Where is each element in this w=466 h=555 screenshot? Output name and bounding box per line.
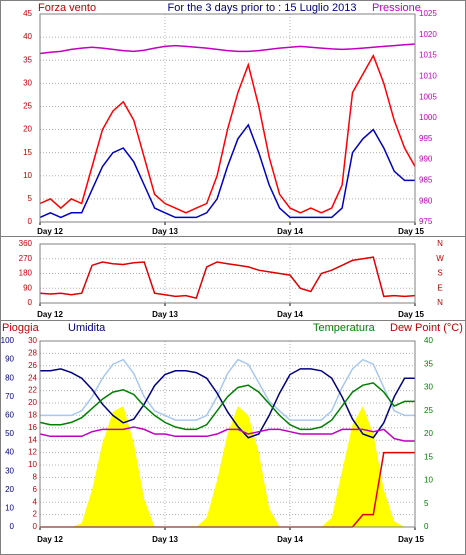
x-tick-label: Day 14: [277, 535, 303, 544]
y-tick-label: 30: [23, 78, 32, 87]
y-tick-label: 18: [28, 411, 37, 420]
x-tick-label: Day 12: [37, 535, 63, 544]
y2-tick-label: 985: [419, 176, 433, 185]
legend-entry: Temperatura: [313, 322, 376, 334]
legend-entry: Umidita: [68, 322, 106, 334]
y-tick-label: 0: [28, 298, 33, 307]
y3-tick-label: 100: [1, 336, 15, 345]
y-tick-label: 20: [23, 125, 32, 134]
area: [40, 406, 415, 527]
y-tick-label: 12: [28, 448, 37, 457]
x-tick-label: Day 12: [37, 227, 63, 236]
y2-tick-label: 5: [424, 499, 429, 508]
y2-tick-label: 40: [424, 336, 433, 345]
x-tick-label: Day 14: [277, 227, 303, 236]
y3-tick-label: 0: [10, 522, 15, 531]
y-tick-label: 4: [33, 497, 38, 506]
y-tick-label: 14: [28, 435, 37, 444]
x-tick-label: Day 15: [398, 535, 424, 544]
y3-tick-label: 10: [5, 504, 14, 513]
x-tick-label: Day 13: [152, 535, 178, 544]
y2-tick-label: 1000: [419, 113, 437, 122]
plot-frame: [39, 340, 416, 528]
legend-entry: Dew Point (°C): [390, 322, 463, 334]
y-tick-label: 8: [33, 473, 38, 482]
chart-title: For the 3 days prior to : 15 Luglio 2013: [168, 2, 357, 14]
y3-tick-label: 70: [5, 392, 14, 401]
y2-tick-label: 1025: [419, 9, 437, 18]
y2-tick-label: N: [437, 298, 443, 307]
y2-tick-label: 0: [424, 522, 429, 531]
x-tick-label: Day 13: [152, 310, 178, 319]
y-tick-label: 10: [28, 460, 37, 469]
line: [40, 368, 415, 439]
y-tick-label: 40: [23, 32, 32, 41]
line: [39, 43, 416, 55]
y-tick-label: 30: [28, 336, 37, 345]
y2-tick-label: N: [437, 239, 443, 248]
y2-tick-label: 10: [424, 476, 433, 485]
y2-tick-label: 30: [424, 383, 433, 392]
y3-tick-label: 20: [5, 485, 14, 494]
plot-frame: [39, 13, 416, 223]
y2-axis-label: Pressione: [372, 2, 421, 14]
line: [39, 256, 416, 299]
y2-tick-label: 980: [419, 196, 433, 205]
y3-tick-label: 90: [5, 355, 14, 364]
line: [39, 426, 415, 442]
y-tick-label: 45: [23, 9, 32, 18]
line: [39, 53, 416, 214]
line: [40, 358, 415, 421]
x-tick-label: Day 13: [152, 227, 178, 236]
line: [39, 382, 415, 431]
y2-tick-label: 975: [419, 217, 433, 226]
y3-tick-label: 30: [5, 466, 14, 475]
y-tick-label: 0: [28, 217, 33, 226]
x-tick-label: Day 12: [37, 310, 63, 319]
y-tick-label: 35: [23, 55, 32, 64]
x-tick-label: Day 15: [398, 227, 424, 236]
y-tick-label: 26: [28, 361, 37, 370]
y3-tick-label: 60: [5, 411, 14, 420]
y-tick-label: 28: [28, 349, 37, 358]
x-tick-label: Day 15: [398, 310, 424, 319]
y-tick-label: 90: [23, 283, 32, 292]
y-tick-label: 0: [33, 522, 38, 531]
y-axis-label: Forza vento: [38, 2, 96, 14]
y-tick-label: 180: [19, 269, 33, 278]
y2-tick-label: 1010: [419, 72, 437, 81]
y2-tick-label: 1005: [419, 92, 437, 101]
y3-tick-label: 40: [5, 448, 14, 457]
y-tick-label: 15: [23, 148, 32, 157]
y2-tick-label: 25: [424, 406, 433, 415]
y-tick-label: 25: [23, 102, 32, 111]
x-tick-label: Day 14: [277, 310, 303, 319]
plot-frame: [39, 243, 416, 304]
y-tick-label: 360: [19, 239, 33, 248]
y-tick-label: 2: [33, 510, 38, 519]
y2-tick-label: E: [437, 283, 442, 292]
y2-tick-label: 20: [424, 429, 433, 438]
y2-tick-label: 995: [419, 134, 433, 143]
y2-tick-label: W: [436, 254, 444, 263]
y3-tick-label: 80: [5, 373, 14, 382]
line: [39, 123, 415, 219]
y-tick-label: 270: [19, 254, 33, 263]
y-tick-label: 20: [28, 398, 37, 407]
y2-tick-label: S: [437, 269, 442, 278]
y2-tick-label: 1015: [419, 51, 437, 60]
y-tick-label: 24: [28, 373, 37, 382]
y-tick-label: 10: [23, 171, 32, 180]
y2-tick-label: 990: [419, 155, 433, 164]
legend-entry: Pioggia: [2, 322, 40, 334]
y2-tick-label: 35: [424, 359, 433, 368]
y3-tick-label: 50: [5, 429, 14, 438]
y-tick-label: 6: [33, 485, 38, 494]
y2-tick-label: 15: [424, 452, 433, 461]
y-tick-label: 16: [28, 423, 37, 432]
y-tick-label: 22: [28, 386, 37, 395]
y-tick-label: 5: [28, 194, 33, 203]
y2-tick-label: 1020: [419, 30, 437, 39]
